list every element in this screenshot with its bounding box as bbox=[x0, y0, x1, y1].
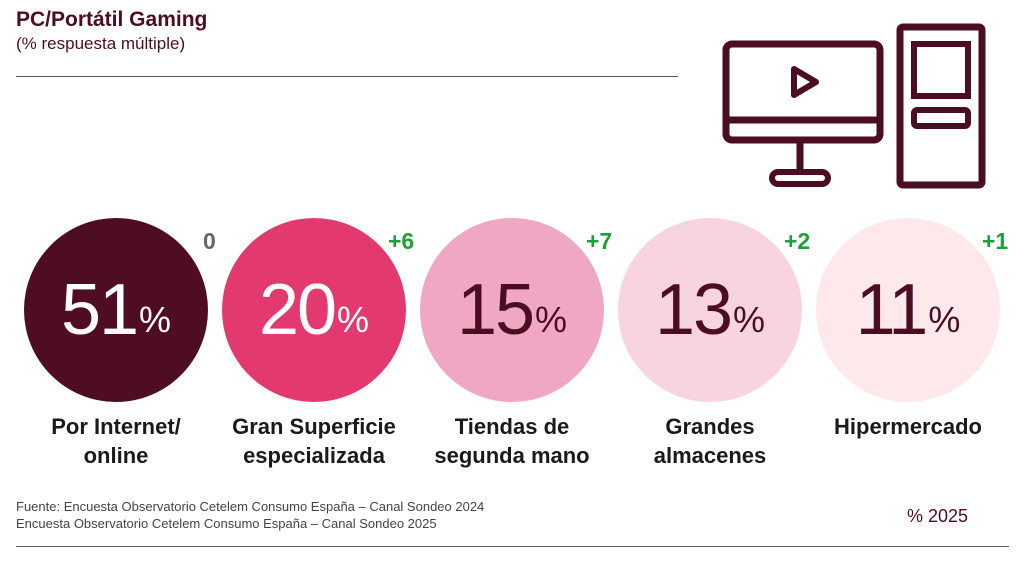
category-label-line: Hipermercado bbox=[834, 414, 982, 439]
category-label-line: almacenes bbox=[653, 443, 767, 468]
category-label: Tiendas de segunda mano bbox=[412, 412, 612, 470]
percent-sign: % bbox=[535, 299, 568, 340]
stat-delta: +7 bbox=[586, 228, 613, 254]
category-label-line: Grandes bbox=[665, 414, 755, 439]
stat-circle: 20% bbox=[222, 218, 406, 402]
stat-circle: 51% bbox=[24, 218, 208, 402]
stat-delta: 0 bbox=[203, 228, 216, 254]
source-line-2025: Encuesta Observatorio Cetelem Consumo Es… bbox=[16, 516, 437, 531]
category-label-line: online bbox=[83, 443, 149, 468]
stat-circle: 15% bbox=[420, 218, 604, 402]
percent-sign: % bbox=[337, 299, 370, 340]
gaming-pc-icon bbox=[722, 23, 986, 189]
source-line-2024: Fuente: Encuesta Observatorio Cetelem Co… bbox=[16, 499, 485, 514]
category-label: Por Internet/online bbox=[16, 412, 216, 470]
chart-subtitle: (% respuesta múltiple) bbox=[16, 34, 186, 53]
category-label-line: especializada bbox=[243, 443, 385, 468]
category-label-line: Tiendas de bbox=[454, 414, 570, 439]
category-label-line: segunda mano bbox=[434, 443, 590, 468]
stat-value: 13 bbox=[654, 270, 733, 350]
stat-circle: 13% bbox=[618, 218, 802, 402]
percent-sign: % bbox=[733, 299, 766, 340]
percent-sign: % bbox=[928, 299, 961, 340]
source-note: Fuente: Encuesta Observatorio Cetelem Co… bbox=[16, 498, 484, 532]
stat-value: 11 bbox=[855, 270, 929, 350]
stat-value: 20 bbox=[258, 270, 337, 350]
header-divider bbox=[16, 76, 678, 77]
stat-delta: +6 bbox=[388, 228, 415, 254]
category-label: Grandes almacenes bbox=[610, 412, 810, 470]
stat-value: 51 bbox=[60, 270, 139, 350]
stat-delta: +2 bbox=[784, 228, 811, 254]
category-label: Gran Superficie especializada bbox=[214, 412, 414, 470]
stat-value: 15 bbox=[456, 270, 535, 350]
category-label-line: Por Internet/ bbox=[51, 414, 181, 439]
stat-delta: +1 bbox=[982, 228, 1009, 254]
percent-sign: % bbox=[139, 299, 172, 340]
chart-title: PC/Portátil Gaming bbox=[16, 8, 208, 31]
footer-divider bbox=[16, 546, 1009, 547]
legend-label: % 2025 bbox=[907, 506, 969, 526]
category-label: Hipermercado bbox=[808, 412, 1008, 441]
stat-circle: 11% bbox=[816, 218, 1000, 402]
category-label-line: Gran Superficie bbox=[232, 414, 396, 439]
